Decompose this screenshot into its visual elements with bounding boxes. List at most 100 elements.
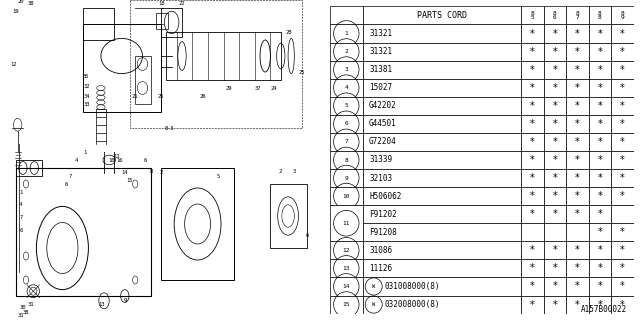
Text: 25: 25 bbox=[158, 93, 164, 99]
Text: *: * bbox=[575, 282, 580, 292]
Text: *: * bbox=[530, 137, 535, 147]
Bar bbox=[566, 296, 589, 314]
Bar bbox=[521, 296, 543, 314]
Bar bbox=[566, 97, 589, 115]
Text: *: * bbox=[575, 245, 580, 255]
Bar bbox=[166, 32, 281, 80]
Text: *: * bbox=[530, 173, 535, 183]
Bar bbox=[543, 6, 566, 24]
Text: A157B00022: A157B00022 bbox=[581, 305, 627, 314]
Text: *: * bbox=[575, 28, 580, 38]
Bar bbox=[330, 133, 363, 151]
Bar bbox=[330, 187, 363, 205]
Text: 1: 1 bbox=[84, 149, 87, 155]
Bar bbox=[521, 133, 543, 151]
Text: 26: 26 bbox=[200, 93, 206, 99]
Text: 8: 8 bbox=[164, 125, 168, 131]
Bar bbox=[543, 277, 566, 296]
Bar bbox=[611, 151, 634, 169]
Text: *: * bbox=[620, 119, 625, 129]
Bar bbox=[589, 79, 611, 97]
Text: 38: 38 bbox=[23, 309, 29, 315]
Text: *: * bbox=[552, 263, 557, 273]
Bar bbox=[589, 60, 611, 79]
Text: 19: 19 bbox=[12, 9, 19, 14]
Bar bbox=[363, 60, 521, 79]
Text: *: * bbox=[575, 155, 580, 165]
Bar bbox=[589, 260, 611, 277]
Bar bbox=[521, 6, 543, 24]
Text: 7: 7 bbox=[69, 173, 72, 179]
Bar bbox=[521, 43, 543, 60]
Bar bbox=[521, 115, 543, 133]
Text: *: * bbox=[598, 209, 602, 219]
Text: 4: 4 bbox=[19, 202, 22, 207]
Text: W: W bbox=[372, 284, 375, 289]
Text: *: * bbox=[530, 263, 535, 273]
Bar bbox=[611, 205, 634, 223]
Bar bbox=[543, 296, 566, 314]
Text: *: * bbox=[620, 28, 625, 38]
Bar bbox=[611, 223, 634, 241]
Text: 32: 32 bbox=[84, 84, 91, 89]
Bar bbox=[83, 24, 161, 112]
Bar bbox=[566, 60, 589, 79]
Bar bbox=[363, 277, 521, 296]
Text: 20: 20 bbox=[17, 0, 24, 4]
Text: 32103: 32103 bbox=[369, 173, 392, 183]
Text: 11: 11 bbox=[113, 154, 120, 159]
Bar bbox=[156, 13, 168, 29]
Text: 15027: 15027 bbox=[369, 83, 392, 92]
Bar bbox=[611, 241, 634, 260]
Text: *: * bbox=[552, 137, 557, 147]
Text: 10: 10 bbox=[108, 157, 115, 163]
Text: *: * bbox=[620, 173, 625, 183]
Text: 6: 6 bbox=[344, 121, 348, 126]
Bar bbox=[330, 205, 363, 241]
Bar bbox=[566, 115, 589, 133]
Text: 25: 25 bbox=[298, 69, 305, 75]
Text: 11: 11 bbox=[342, 221, 350, 226]
Bar bbox=[566, 223, 589, 241]
Bar bbox=[566, 133, 589, 151]
Text: 8: 8 bbox=[344, 157, 348, 163]
Text: *: * bbox=[620, 191, 625, 201]
Text: 14: 14 bbox=[342, 284, 350, 289]
Text: 4: 4 bbox=[344, 85, 348, 90]
Text: 6: 6 bbox=[65, 181, 68, 187]
Bar bbox=[566, 169, 589, 187]
Text: *: * bbox=[530, 65, 535, 75]
Text: *: * bbox=[530, 209, 535, 219]
Bar bbox=[566, 260, 589, 277]
Bar bbox=[543, 79, 566, 97]
Text: 8
6: 8 6 bbox=[553, 11, 557, 20]
Bar bbox=[521, 24, 543, 43]
Text: *: * bbox=[598, 101, 602, 111]
Text: G42202: G42202 bbox=[369, 101, 397, 110]
Bar bbox=[363, 24, 521, 43]
Text: *: * bbox=[530, 282, 535, 292]
Bar bbox=[521, 60, 543, 79]
Bar bbox=[15, 160, 42, 176]
Text: *: * bbox=[598, 191, 602, 201]
Text: *: * bbox=[575, 209, 580, 219]
Bar bbox=[566, 6, 589, 24]
Text: 12: 12 bbox=[342, 248, 350, 253]
Text: 2: 2 bbox=[278, 169, 282, 174]
Bar bbox=[611, 24, 634, 43]
Bar bbox=[521, 277, 543, 296]
Text: *: * bbox=[598, 245, 602, 255]
Text: 3: 3 bbox=[344, 67, 348, 72]
Bar bbox=[611, 169, 634, 187]
Bar bbox=[330, 60, 363, 79]
Bar bbox=[589, 296, 611, 314]
Bar bbox=[161, 8, 182, 37]
Text: 3: 3 bbox=[170, 125, 173, 131]
Text: *: * bbox=[530, 83, 535, 93]
Text: *: * bbox=[598, 119, 602, 129]
Text: *: * bbox=[598, 282, 602, 292]
Text: *: * bbox=[530, 245, 535, 255]
Text: 3: 3 bbox=[292, 169, 296, 174]
Text: G72204: G72204 bbox=[369, 137, 397, 147]
Text: *: * bbox=[552, 28, 557, 38]
